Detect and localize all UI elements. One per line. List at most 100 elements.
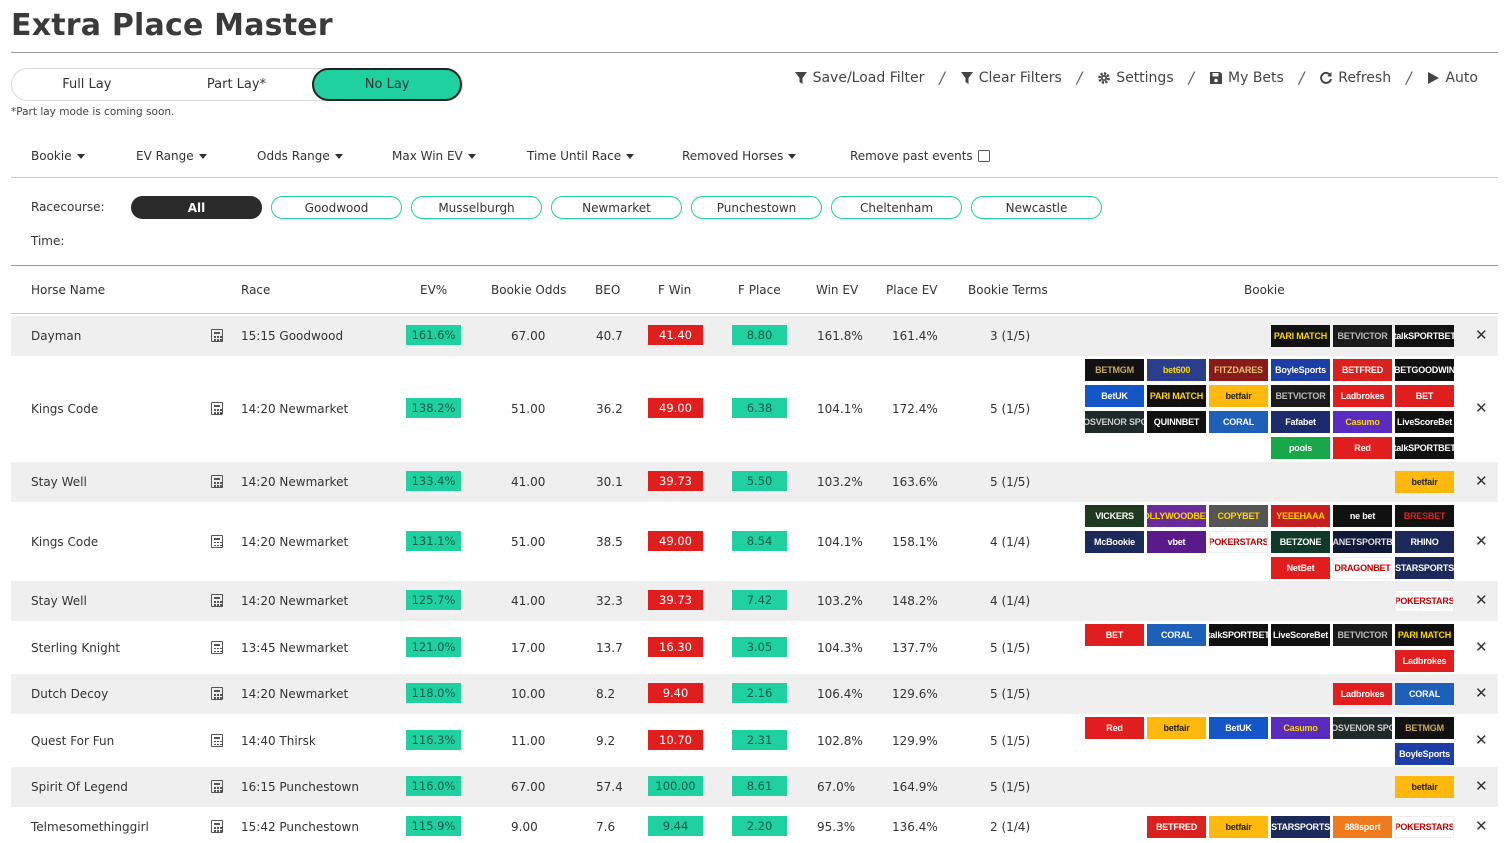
bookie-logo-coral[interactable]: CORAL [1147, 624, 1206, 646]
bookie-logo-betzone[interactable]: BETZONE [1271, 531, 1330, 553]
save-load-filter-button[interactable]: Save/Load Filter [794, 70, 924, 86]
filter-removed-horses[interactable]: Removed Horses [682, 149, 850, 163]
bookie-logo-betmgm[interactable]: BETMGM [1085, 359, 1144, 381]
col-race[interactable]: Race [241, 283, 271, 297]
col-win-ev[interactable]: Win EV [816, 283, 859, 297]
filter-odds-range[interactable]: Odds Range [257, 149, 392, 163]
refresh-button[interactable]: Refresh [1319, 70, 1391, 86]
bookie-logo-888sport[interactable]: 888sport [1333, 816, 1392, 838]
bookie-logo-vbet[interactable]: vbet [1147, 531, 1206, 553]
bookie-logo-starsports[interactable]: STARSPORTS [1395, 557, 1454, 579]
bookie-logo-dragonbet[interactable]: DRAGONBET [1333, 557, 1392, 579]
bookie-logo-betuk[interactable]: BetUK [1085, 385, 1144, 407]
bookie-logo-quinnbet[interactable]: QUINNBET [1147, 411, 1206, 433]
bookie-logo-virginbet[interactable]: BET [1085, 624, 1144, 646]
close-icon[interactable]: ✕ [1475, 817, 1488, 835]
racecourse-cheltenham[interactable]: Cheltenham [831, 196, 962, 219]
bookie-logo-betfair[interactable]: betfair [1395, 471, 1454, 493]
clear-filters-button[interactable]: Clear Filters [960, 70, 1062, 86]
bookie-logo-livescore[interactable]: LiveScoreBet [1271, 624, 1330, 646]
bookie-logo-red[interactable]: Red [1085, 717, 1144, 739]
calculator-icon[interactable] [211, 640, 223, 654]
filter-bookie[interactable]: Bookie [31, 149, 136, 163]
bookie-logo-starsports[interactable]: STARSPORTS [1271, 816, 1330, 838]
mode-full-lay[interactable]: Full Lay [62, 77, 112, 92]
col-f-win[interactable]: F Win [658, 283, 692, 297]
col-f-place[interactable]: F Place [738, 283, 781, 297]
close-icon[interactable]: ✕ [1475, 472, 1488, 490]
bookie-logo-betmgm[interactable]: BETMGM [1395, 717, 1454, 739]
close-icon[interactable]: ✕ [1475, 777, 1488, 795]
bookie-logo-boylesports[interactable]: BoyleSports [1271, 359, 1330, 381]
bookie-logo-yeeehaaa[interactable]: YEEEHAAA [1271, 505, 1330, 527]
bookie-logo-betvictor[interactable]: BETVICTOR [1333, 325, 1392, 347]
bookie-logo-pokerstars[interactable]: POKERSTARS [1395, 816, 1454, 838]
bookie-logo-vickers[interactable]: VICKERS [1085, 505, 1144, 527]
col-bookie[interactable]: Bookie [1244, 283, 1285, 297]
bookie-logo-betfair[interactable]: betfair [1147, 717, 1206, 739]
bookie-logo-betvictor[interactable]: BETVICTOR [1271, 385, 1330, 407]
col-bookie-terms[interactable]: Bookie Terms [968, 283, 1048, 297]
col-beo[interactable]: BEO [595, 283, 621, 297]
racecourse-punchestown[interactable]: Punchestown [691, 196, 822, 219]
racecourse-goodwood[interactable]: Goodwood [271, 196, 402, 219]
racecourse-all[interactable]: All [131, 196, 262, 219]
bookie-logo-boylesports[interactable]: BoyleSports [1395, 743, 1454, 765]
racecourse-newcastle[interactable]: Newcastle [971, 196, 1102, 219]
close-icon[interactable]: ✕ [1475, 326, 1488, 344]
bookie-logo-casumo[interactable]: Casumo [1333, 411, 1392, 433]
bookie-logo-betfair[interactable]: betfair [1395, 776, 1454, 798]
bookie-logo-casumo[interactable]: Casumo [1271, 717, 1330, 739]
bookie-logo-planetsport[interactable]: PLANETSPORTBET [1333, 531, 1392, 553]
bookie-logo-parimatch[interactable]: PARI MATCH [1395, 624, 1454, 646]
col-horse-name[interactable]: Horse Name [31, 283, 106, 297]
bookie-logo-betvictor[interactable]: BETVICTOR [1333, 624, 1392, 646]
bookie-logo-pokerstars[interactable]: POKERSTARS [1209, 531, 1268, 553]
remove-past-events-toggle[interactable]: Remove past events [850, 149, 990, 163]
bookie-logo-betuk[interactable]: BetUK [1209, 717, 1268, 739]
bookie-logo-betfred[interactable]: BETFRED [1147, 816, 1206, 838]
filter-time-until-race[interactable]: Time Until Race [527, 149, 682, 163]
bookie-logo-copybet[interactable]: COPYBET [1209, 505, 1268, 527]
bookie-logo-pools[interactable]: pools [1271, 437, 1330, 459]
bookie-logo-grosvenor[interactable]: GROSVENOR SPORT [1085, 411, 1144, 433]
bookie-logo-bresbet[interactable]: BRESBET [1395, 505, 1454, 527]
calculator-icon[interactable] [211, 687, 223, 700]
bookie-logo-red[interactable]: Red [1333, 437, 1392, 459]
close-icon[interactable]: ✕ [1475, 591, 1488, 609]
filter-ev-range[interactable]: EV Range [136, 149, 257, 163]
bookie-logo-talksport[interactable]: talkSPORTBET [1209, 624, 1268, 646]
bookie-logo-hollywood[interactable]: HOLLYWOODBETS [1147, 505, 1206, 527]
bookie-logo-betfair[interactable]: betfair [1209, 816, 1268, 838]
bookie-logo-talksport[interactable]: talkSPORTBET [1395, 437, 1454, 459]
bookie-logo-talksport[interactable]: talkSPORTBET [1395, 325, 1454, 347]
bookie-logo-virginbet[interactable]: BET [1395, 385, 1454, 407]
remove-past-events-checkbox[interactable] [977, 150, 990, 162]
bookie-logo-nextbet[interactable]: ne bet [1333, 505, 1392, 527]
bookie-logo-betfair[interactable]: betfair [1209, 385, 1268, 407]
calculator-icon[interactable] [211, 475, 223, 488]
mode-no-lay[interactable]: No Lay [312, 68, 462, 101]
settings-button[interactable]: Settings [1097, 70, 1174, 86]
racecourse-musselburgh[interactable]: Musselburgh [411, 196, 542, 219]
bookie-logo-fitzdares[interactable]: FITZDARES [1209, 359, 1268, 381]
col-ev[interactable]: EV% [420, 283, 448, 297]
col-place-ev[interactable]: Place EV [886, 283, 938, 297]
col-bookie-odds[interactable]: Bookie Odds [491, 283, 567, 297]
bookie-logo-ladbrokes[interactable]: Ladbrokes [1333, 683, 1392, 705]
calculator-icon[interactable] [211, 402, 223, 415]
close-icon[interactable]: ✕ [1475, 531, 1488, 550]
bookie-logo-netbet[interactable]: NetBet [1271, 557, 1330, 579]
filter-max-win-ev[interactable]: Max Win EV [392, 149, 527, 163]
calculator-icon[interactable] [211, 780, 223, 793]
bookie-logo-ladbrokes[interactable]: Ladbrokes [1395, 650, 1454, 672]
calculator-icon[interactable] [211, 733, 223, 747]
bookie-logo-betgoodwin[interactable]: BETGOODWIN [1395, 359, 1454, 381]
calculator-icon[interactable] [211, 329, 223, 342]
bookie-logo-bet600[interactable]: bet600 [1147, 359, 1206, 381]
bookie-logo-coral[interactable]: CORAL [1395, 683, 1454, 705]
bookie-logo-grosvenor[interactable]: GROSVENOR SPORT [1333, 717, 1392, 739]
calculator-icon[interactable] [211, 820, 223, 833]
bookie-logo-ladbrokes[interactable]: Ladbrokes [1333, 385, 1392, 407]
bookie-logo-parimatch[interactable]: PARI MATCH [1271, 325, 1330, 347]
